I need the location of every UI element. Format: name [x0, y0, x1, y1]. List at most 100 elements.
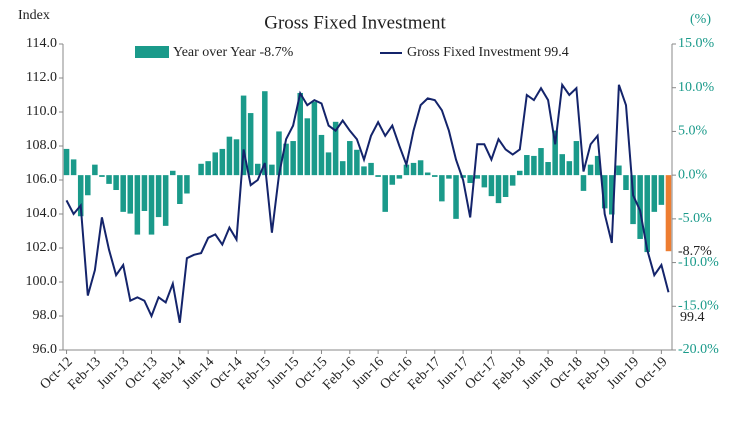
bar: [85, 175, 91, 196]
x-tick-label: Feb-18: [490, 354, 529, 393]
bar: [240, 95, 247, 176]
chart-title: Gross Fixed Investment: [264, 12, 446, 33]
y-tick-label: 98.0: [33, 308, 58, 323]
y2-tick-label: -20.0%: [678, 342, 719, 357]
bar: [169, 170, 176, 176]
bar: [134, 175, 141, 235]
bar: [665, 175, 672, 252]
bar: [177, 175, 183, 204]
annotation: -8.7%: [678, 244, 712, 259]
bar: [637, 175, 643, 239]
bar: [63, 148, 70, 176]
bar: [354, 149, 360, 176]
x-tick-label: Feb-15: [235, 354, 274, 393]
bar: [318, 134, 325, 176]
bar: [601, 175, 608, 209]
bar: [254, 163, 261, 176]
bar: [474, 175, 481, 179]
annotation: 99.4: [680, 310, 705, 325]
bar: [77, 175, 84, 217]
bar: [262, 91, 268, 176]
bar: [481, 175, 488, 188]
bar: [432, 175, 438, 177]
bar: [162, 175, 169, 226]
legend-label: Gross Fixed Investment 99.4: [407, 45, 569, 60]
bar: [516, 170, 523, 176]
y2-axis-title: (%): [690, 12, 711, 27]
bar: [368, 162, 374, 176]
bar: [573, 141, 580, 176]
bar: [148, 175, 155, 235]
bar: [460, 175, 466, 178]
bar: [247, 113, 254, 176]
legend-swatch: [135, 46, 169, 58]
bar: [375, 175, 381, 177]
bar: [325, 152, 332, 176]
x-tick-label: Feb-16: [320, 354, 359, 393]
y2-tick-label: -5.0%: [678, 211, 712, 226]
bar: [226, 136, 233, 176]
bar: [580, 175, 587, 191]
bar: [269, 164, 275, 176]
bar: [141, 175, 148, 211]
bar: [417, 160, 424, 176]
x-tick-label: Feb-13: [65, 354, 104, 393]
bar: [155, 175, 162, 218]
line: [65, 82, 670, 323]
x-tick-label: Feb-17: [405, 354, 444, 393]
bar: [113, 175, 119, 191]
bar: [410, 162, 417, 176]
bar: [304, 118, 311, 176]
bar: [106, 175, 112, 184]
bar: [127, 175, 134, 214]
bar: [233, 139, 240, 176]
bar: [439, 175, 445, 202]
y-tick-label: 114.0: [26, 36, 57, 51]
bar: [424, 172, 431, 176]
y2-tick-label: 10.0%: [678, 80, 715, 95]
bar: [552, 130, 558, 176]
x-tick-label: Oct-19: [632, 354, 670, 392]
bar: [332, 121, 339, 176]
bar: [658, 175, 665, 205]
bar: [184, 175, 190, 194]
y-axis-title: Index: [18, 8, 50, 23]
x-tick-label: Feb-19: [575, 354, 614, 393]
bar: [559, 154, 566, 176]
bar: [347, 141, 353, 176]
y2-tick-label: 5.0%: [678, 124, 708, 139]
y2-tick-label: -10.0%: [678, 255, 719, 270]
y2-tick-label: 15.0%: [678, 36, 715, 51]
bar: [651, 175, 658, 212]
x-tick-label: Feb-14: [150, 354, 189, 393]
bar: [339, 161, 346, 176]
bar: [630, 175, 636, 225]
bar: [389, 175, 396, 185]
bar: [198, 163, 204, 176]
y-tick-label: 96.0: [33, 342, 58, 357]
bar: [120, 175, 126, 212]
bar: [70, 159, 77, 176]
bar: [205, 161, 211, 176]
bar: [644, 175, 650, 253]
bar: [594, 155, 601, 176]
bar: [219, 148, 226, 176]
bar: [99, 175, 105, 177]
bar: [609, 175, 615, 215]
bar: [531, 155, 537, 176]
bar: [587, 164, 594, 176]
bar: [495, 175, 502, 204]
bar: [616, 165, 622, 176]
bar: [212, 152, 219, 176]
bar: [311, 101, 318, 176]
bar: [566, 161, 573, 176]
bar: [467, 175, 473, 184]
bar: [509, 175, 516, 186]
bar: [382, 175, 388, 212]
y-tick-label: 112.0: [26, 70, 57, 85]
bar: [396, 175, 403, 179]
y2-tick-label: -15.0%: [678, 299, 719, 314]
bar: [361, 166, 367, 176]
bar: [502, 175, 509, 197]
